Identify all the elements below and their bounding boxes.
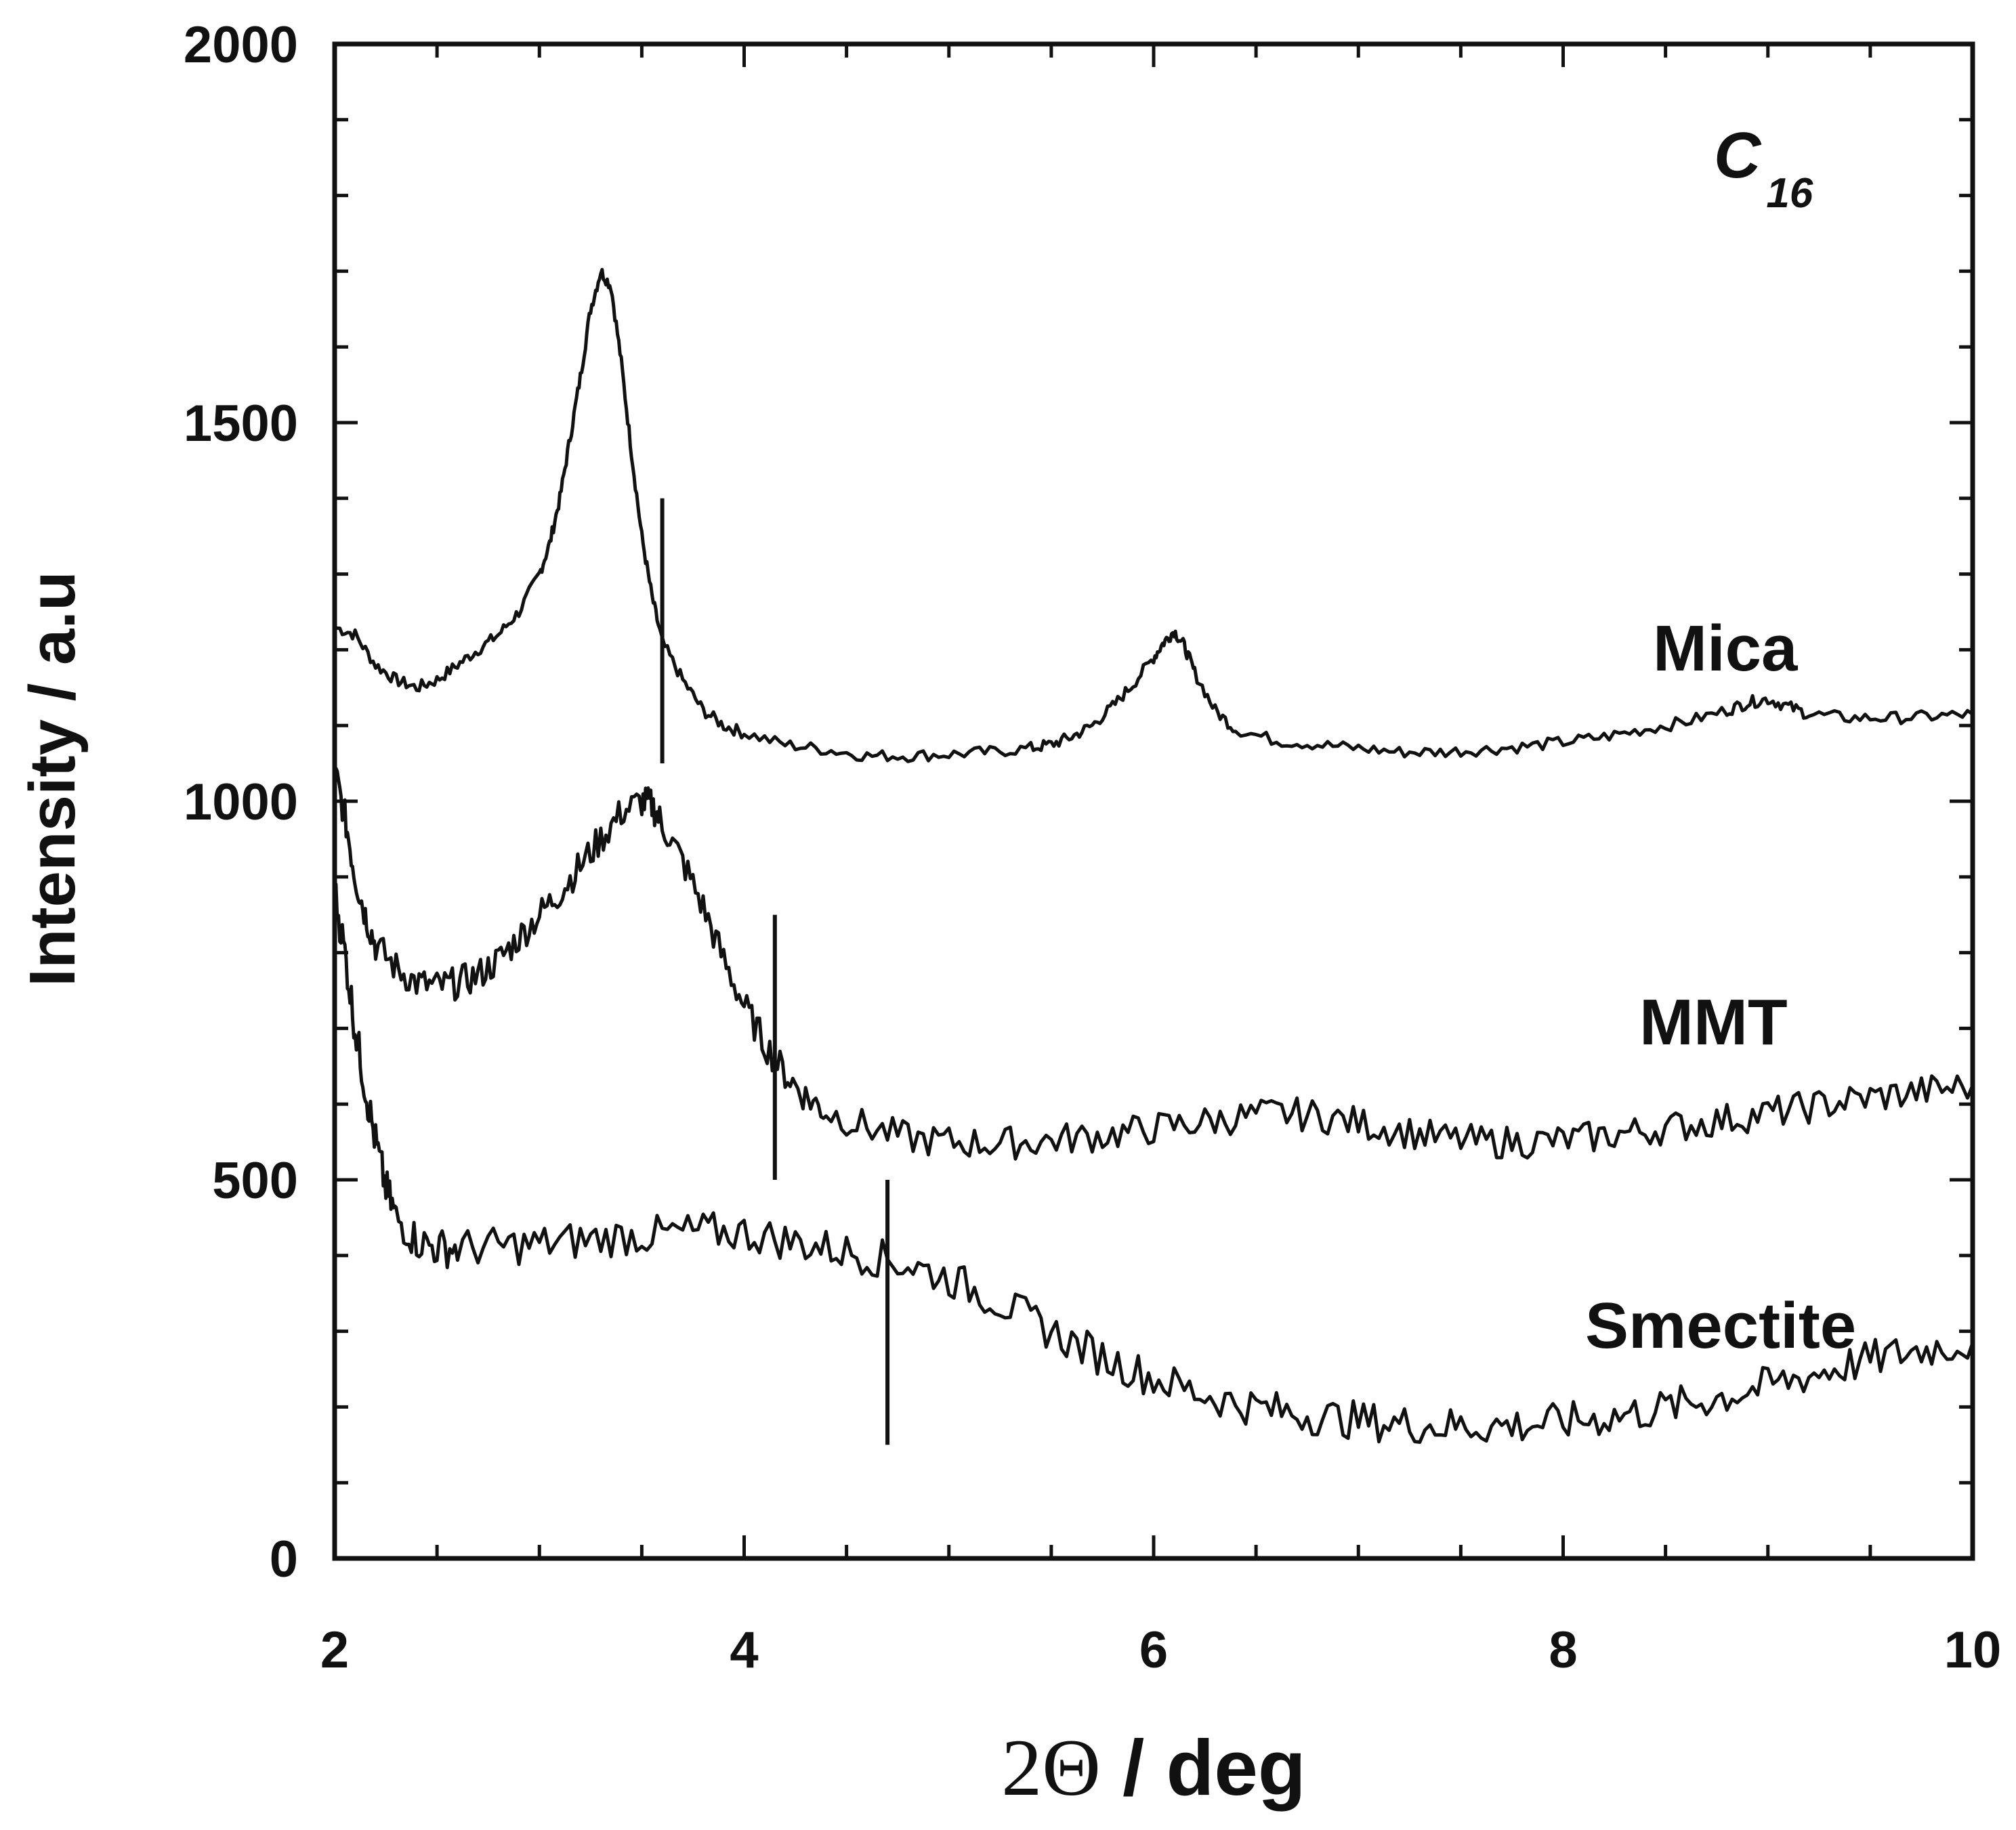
annotation-subscript: 16 xyxy=(1766,170,1813,217)
plot-frame xyxy=(332,41,1975,1561)
series-line-mmt xyxy=(333,766,1975,1161)
series-lines xyxy=(333,268,1975,1444)
annotation-c16: C16 xyxy=(1714,119,1813,217)
y-tick-label: 500 xyxy=(212,1152,298,1210)
x-axis-label: 2Θ / deg xyxy=(1001,1722,1306,1812)
series-markers xyxy=(660,498,890,1445)
x-tick-label: 10 xyxy=(1944,1621,2002,1679)
annotation-main: C xyxy=(1714,119,1762,192)
tick-labels: 2 4 6 8 10 0 500 1000 1500 2000 xyxy=(184,16,2001,1679)
series-label-smectite: Smectite xyxy=(1585,1290,1856,1362)
series-line-smectite xyxy=(333,882,1975,1444)
y-tick-label: 1000 xyxy=(184,773,298,831)
y-tick-label: 1500 xyxy=(184,395,298,452)
x-axis-symbol: 2Θ xyxy=(1001,1722,1101,1812)
y-axis-label: Intensity / a.u xyxy=(16,571,89,986)
x-tick-label: 6 xyxy=(1139,1621,1168,1679)
y-tick-label: 0 xyxy=(270,1531,298,1588)
x-axis-unit: / deg xyxy=(1101,1724,1306,1812)
series-label-mica: Mica xyxy=(1653,612,1798,685)
series-label-mmt: MMT xyxy=(1639,986,1788,1059)
x-tick-label: 2 xyxy=(320,1621,349,1679)
x-tick-label: 4 xyxy=(730,1621,758,1679)
x-tick-label: 8 xyxy=(1549,1621,1577,1679)
y-tick-label: 2000 xyxy=(184,16,298,74)
series-line-mica xyxy=(334,268,1974,763)
